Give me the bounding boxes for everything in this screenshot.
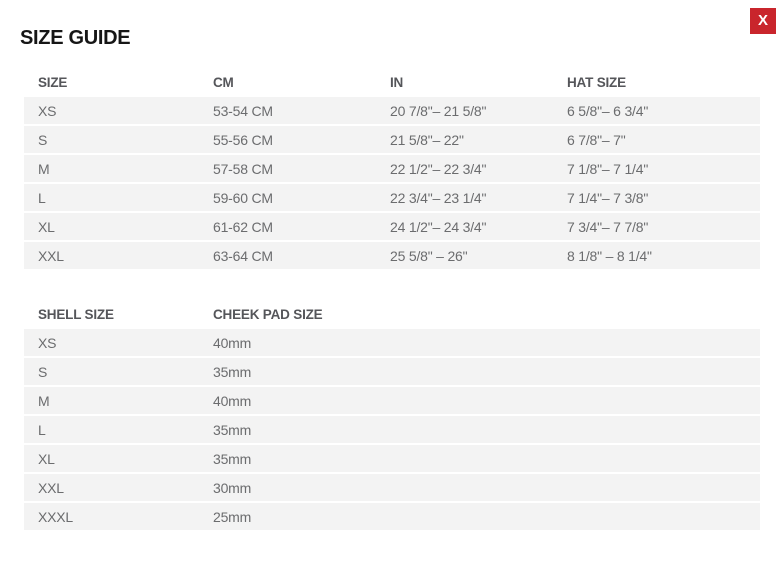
shell-cheek-pad-table: SHELL SIZE CHEEK PAD SIZE XS 40mm S 35mm M 40m… [24, 300, 760, 532]
column-header: CHEEK PAD SIZE [199, 300, 760, 329]
table-row: M 40mm [24, 387, 760, 416]
table-cell: 40mm [199, 329, 760, 358]
header-row: SHELL SIZE CHEEK PAD SIZE [24, 300, 760, 329]
header-row: SIZE CM IN HAT SIZE [24, 68, 760, 97]
table-cell: XL [24, 445, 199, 474]
table-cell: 25mm [199, 503, 760, 532]
column-header: SHELL SIZE [24, 300, 199, 329]
table-cell: XXL [24, 474, 199, 503]
table-cell: L [24, 416, 199, 445]
helmet-size-table: SIZE CM IN HAT SIZE XS 53-54 CM 20 7/8"– 21 5… [24, 68, 760, 271]
table-cell: 61-62 CM [199, 213, 376, 242]
tables-container: SIZE CM IN HAT SIZE XS 53-54 CM 20 7/8"– 21 5… [24, 68, 760, 532]
table-cell: 7 1/8"– 7 1/4" [553, 155, 760, 184]
table-row: XL 35mm [24, 445, 760, 474]
table-cell: 22 3/4"– 23 1/4" [376, 184, 553, 213]
table-cell: 22 1/2"– 22 3/4" [376, 155, 553, 184]
table-cell: 21 5/8"– 22" [376, 126, 553, 155]
page-title: SIZE GUIDE [20, 27, 131, 49]
table-cell: M [24, 155, 199, 184]
table-cell: 20 7/8"– 21 5/8" [376, 97, 553, 126]
table-cell: 35mm [199, 358, 760, 387]
table-cell: 35mm [199, 416, 760, 445]
column-header: HAT SIZE [553, 68, 760, 97]
column-header: CM [199, 68, 376, 97]
table-cell: 57-58 CM [199, 155, 376, 184]
table-row: L 59-60 CM 22 3/4"– 23 1/4" 7 1/4"– 7 3/8" [24, 184, 760, 213]
table-cell: 8 1/8" – 8 1/4" [553, 242, 760, 271]
table-row: XS 40mm [24, 329, 760, 358]
table-cell: 24 1/2"– 24 3/4" [376, 213, 553, 242]
table-cell: 6 5/8"– 6 3/4" [553, 97, 760, 126]
table-cell: XS [24, 329, 199, 358]
table-cell: 7 3/4"– 7 7/8" [553, 213, 760, 242]
table-cell: 55-56 CM [199, 126, 376, 155]
table-row: M 57-58 CM 22 1/2"– 22 3/4" 7 1/8"– 7 1/4" [24, 155, 760, 184]
table-row: S 55-56 CM 21 5/8"– 22" 6 7/8"– 7" [24, 126, 760, 155]
table-cell: 6 7/8"– 7" [553, 126, 760, 155]
table-row: S 35mm [24, 358, 760, 387]
table-row: XXL 63-64 CM 25 5/8" – 26" 8 1/8" – 8 1/4" [24, 242, 760, 271]
table-cell: 53-54 CM [199, 97, 376, 126]
table-cell: L [24, 184, 199, 213]
table-cell: S [24, 126, 199, 155]
table-cell: 35mm [199, 445, 760, 474]
table-cell: 40mm [199, 387, 760, 416]
table-row: XXXL 25mm [24, 503, 760, 532]
table-cell: 30mm [199, 474, 760, 503]
table-cell: M [24, 387, 199, 416]
table-row: XS 53-54 CM 20 7/8"– 21 5/8" 6 5/8"– 6 3/4" [24, 97, 760, 126]
table-row: XL 61-62 CM 24 1/2"– 24 3/4" 7 3/4"– 7 7/8" [24, 213, 760, 242]
table-cell: 63-64 CM [199, 242, 376, 271]
table-cell: S [24, 358, 199, 387]
table-row: XXL 30mm [24, 474, 760, 503]
table-cell: 7 1/4"– 7 3/8" [553, 184, 760, 213]
column-header: IN [376, 68, 553, 97]
table-cell: XXL [24, 242, 199, 271]
table-cell: 59-60 CM [199, 184, 376, 213]
column-header: SIZE [24, 68, 199, 97]
close-button[interactable]: X [750, 8, 776, 34]
table-cell: XL [24, 213, 199, 242]
table-cell: XXXL [24, 503, 199, 532]
table-row: L 35mm [24, 416, 760, 445]
table-cell: 25 5/8" – 26" [376, 242, 553, 271]
table-cell: XS [24, 97, 199, 126]
